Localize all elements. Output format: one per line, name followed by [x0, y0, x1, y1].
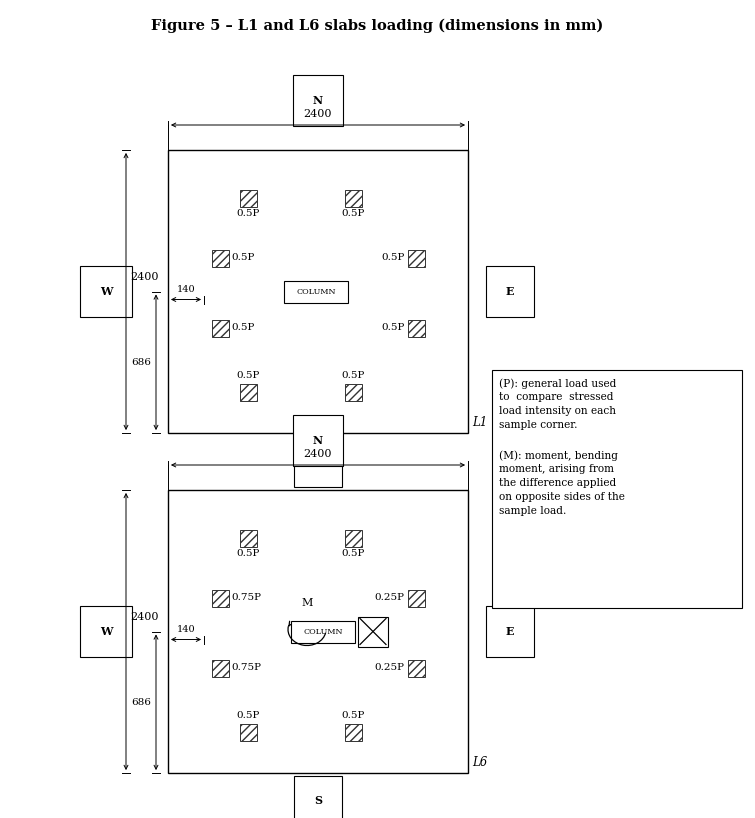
Text: 0.5P: 0.5P	[236, 550, 260, 559]
Text: to  compare  stressed: to compare stressed	[499, 392, 614, 402]
Bar	[168, 490, 468, 773]
Text: sample load.: sample load.	[499, 506, 566, 516]
Text: 0.5P: 0.5P	[236, 209, 260, 218]
Bar	[239, 723, 257, 740]
Text: Figure 5 – L1 and L6 slabs loading (dimensions in mm): Figure 5 – L1 and L6 slabs loading (dime…	[151, 19, 604, 34]
Bar	[408, 659, 424, 676]
Text: 0.5P: 0.5P	[236, 371, 260, 380]
Bar	[211, 320, 229, 336]
Text: W: W	[100, 286, 112, 297]
Bar	[239, 529, 257, 546]
Text: 140: 140	[177, 624, 196, 633]
Text: COLUMN: COLUMN	[296, 287, 336, 295]
Bar	[492, 370, 742, 608]
Text: the difference applied: the difference applied	[499, 478, 616, 488]
Bar	[408, 249, 424, 267]
Text: L1: L1	[472, 416, 487, 429]
Text: 2400: 2400	[304, 449, 332, 459]
Text: (M): moment, bending: (M): moment, bending	[499, 450, 618, 461]
Bar	[211, 659, 229, 676]
Bar	[344, 723, 362, 740]
Text: on opposite sides of the: on opposite sides of the	[499, 492, 625, 502]
Text: N: N	[313, 95, 323, 106]
Text: W: W	[100, 626, 112, 637]
Bar	[358, 617, 388, 646]
Text: load intensity on each: load intensity on each	[499, 406, 616, 416]
Text: 0.5P: 0.5P	[341, 209, 365, 218]
Text: E: E	[506, 286, 514, 297]
Text: (P): general load used: (P): general load used	[499, 378, 616, 389]
Text: 0.5P: 0.5P	[232, 254, 255, 263]
Bar	[168, 150, 468, 433]
Text: 0.75P: 0.75P	[232, 663, 261, 672]
Bar	[239, 190, 257, 206]
Text: 0.5P: 0.5P	[232, 323, 255, 332]
Text: moment, arising from: moment, arising from	[499, 464, 614, 474]
Bar	[344, 190, 362, 206]
Text: 2400: 2400	[304, 109, 332, 119]
Text: 0.5P: 0.5P	[341, 712, 365, 721]
Text: 0.5P: 0.5P	[381, 254, 405, 263]
Text: COLUMN: COLUMN	[304, 627, 343, 636]
Bar	[211, 590, 229, 606]
Bar	[408, 590, 424, 606]
Bar	[408, 320, 424, 336]
Text: 0.75P: 0.75P	[232, 594, 261, 603]
Text: M: M	[301, 597, 313, 608]
Text: sample corner.: sample corner.	[499, 420, 578, 430]
Bar	[211, 249, 229, 267]
Text: 140: 140	[177, 285, 196, 294]
Bar	[239, 384, 257, 401]
Bar	[344, 529, 362, 546]
Text: 0.5P: 0.5P	[341, 371, 365, 380]
Text: L6: L6	[472, 757, 487, 770]
Text: 686: 686	[131, 698, 151, 707]
Text: S: S	[314, 456, 322, 466]
Text: E: E	[506, 626, 514, 637]
Text: N: N	[313, 434, 323, 446]
Text: 686: 686	[131, 357, 151, 366]
Text: 2400: 2400	[130, 272, 159, 281]
Text: 0.5P: 0.5P	[236, 712, 260, 721]
Text: 0.25P: 0.25P	[374, 663, 405, 672]
Bar	[284, 281, 348, 303]
Bar	[344, 384, 362, 401]
Text: S: S	[314, 795, 322, 807]
Bar	[291, 621, 355, 642]
Text: 0.5P: 0.5P	[341, 550, 365, 559]
Text: 0.5P: 0.5P	[381, 323, 405, 332]
Text: 2400: 2400	[130, 612, 159, 622]
Text: 0.25P: 0.25P	[374, 594, 405, 603]
